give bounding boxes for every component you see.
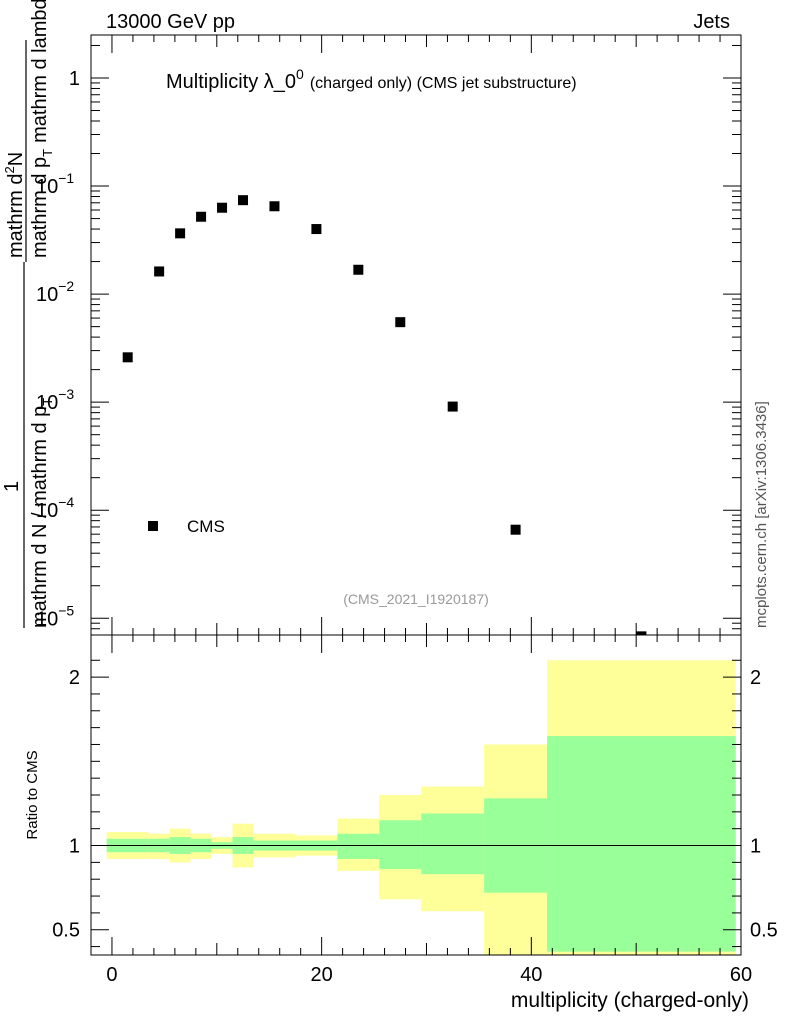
main-title-sup: 0 <box>296 66 304 82</box>
ratio-ytick-label-right: 1 <box>750 836 761 858</box>
data-point <box>353 264 364 275</box>
ylabel-den2-sub: T <box>40 149 55 157</box>
data-point <box>636 631 647 635</box>
ytick-label: 10−5 <box>36 602 74 630</box>
process-label: Jets <box>693 11 730 33</box>
data-point <box>311 224 322 235</box>
ratio-ytick-label-right: 2 <box>750 667 761 689</box>
legend: CMS <box>148 517 225 536</box>
ylabel-den1-sub: T <box>40 398 55 406</box>
ylabel-denominator-line1: mathrm d N / mathrm d pT <box>29 398 55 628</box>
ylabel-den2-text: mathrm d p <box>29 157 51 258</box>
ratio-bands <box>106 660 736 955</box>
ytick-label-base: 10 <box>36 284 58 306</box>
data-point <box>238 195 249 206</box>
ratio-ytick-label: 0.5 <box>52 920 80 942</box>
main-yaxis-ticks: 10−510−410−310−210−11 <box>36 44 741 630</box>
ytick-label: 10−3 <box>36 386 74 414</box>
data-point <box>175 228 186 239</box>
ratio-band-inner <box>379 820 422 870</box>
data-point <box>217 202 228 213</box>
xaxis-label: multiplicity (charged-only) <box>511 989 749 1012</box>
main-panel-frame <box>90 34 742 636</box>
ytick-label-exp: −1 <box>58 170 74 186</box>
legend-label-cms: CMS <box>187 517 225 536</box>
ylabel-numerator-sup: 2 <box>2 166 17 173</box>
ylabel-prefix: 1 <box>1 481 23 492</box>
ytick-label-exp: −4 <box>58 494 74 510</box>
data-point <box>447 401 458 412</box>
main-panel: Multiplicity λ_00 (charged only) (CMS jet… <box>1 0 742 636</box>
main-title: Multiplicity λ_00 (charged only) (CMS jet… <box>166 66 577 93</box>
ytick-label: 1 <box>69 68 80 90</box>
ytick-label-base: 10 <box>36 608 58 630</box>
ratio-ylabel: Ratio to CMS <box>24 750 41 839</box>
analysis-label: (CMS_2021_I1920187) <box>343 591 489 607</box>
ratio-band-inner <box>337 833 380 859</box>
ytick-label: 10−1 <box>36 170 74 198</box>
ratio-xaxis-ticks: 0 20 40 60 <box>106 635 752 986</box>
data-point <box>196 211 207 222</box>
data-point <box>510 524 521 535</box>
ytick-label: 10−2 <box>36 278 74 306</box>
mcplots-watermark: mcplots.cern.ch [arXiv:1306.3436] <box>753 401 770 628</box>
ytick-label-exp: −5 <box>58 602 74 618</box>
ratio-ytick-label-right: 0.5 <box>750 920 778 942</box>
ylabel-denominator-line2: mathrm d pTmathrm d lambda <box>29 0 55 258</box>
ratio-ytick-label: 2 <box>69 667 80 689</box>
main-data-points <box>122 195 647 635</box>
main-title-suffix: (charged only) (CMS jet substructure) <box>310 75 577 92</box>
ytick-label-base: 10 <box>36 392 58 414</box>
main-ylabel: mathrm d2N mathrm d pTmathrm d lambda 1 … <box>1 0 55 628</box>
data-point <box>269 201 280 212</box>
ylabel-den2-end: mathrm d lambda <box>29 0 51 143</box>
ratio-band-inner <box>421 813 485 875</box>
xtick-label: 20 <box>311 964 333 986</box>
ytick-label-exp: −3 <box>58 386 74 402</box>
legend-marker-cms <box>148 521 158 531</box>
ytick-label-base: 10 <box>36 500 58 522</box>
xtick-label: 40 <box>520 964 542 986</box>
data-point <box>395 317 406 328</box>
ratio-band-inner <box>547 736 736 952</box>
ytick-label-base: 10 <box>36 176 58 198</box>
ylabel-numerator: mathrm d2N <box>2 152 27 258</box>
ytick-label: 10−4 <box>36 494 74 522</box>
main-title-text: Multiplicity λ_0 <box>166 71 296 93</box>
ylabel-numerator-end: N <box>5 152 27 166</box>
ratio-panel: 0.5 0.5 1 1 2 2 0 20 40 60 Ratio to CMS multipli… <box>24 634 778 1012</box>
energy-label: 13000 GeV pp <box>106 11 235 33</box>
data-point <box>122 352 133 363</box>
data-point <box>154 266 165 277</box>
xtick-label: 0 <box>106 964 117 986</box>
xtick-label: 60 <box>730 964 752 986</box>
ylabel-numerator-text: mathrm d <box>5 174 27 258</box>
ratio-yaxis-ticks: 0.5 0.5 1 1 2 2 <box>52 659 778 948</box>
main-xaxis-ticks <box>111 35 742 635</box>
ylabel-den1-text: mathrm d N / mathrm d p <box>29 406 51 628</box>
ytick-label-exp: −2 <box>58 278 74 294</box>
ratio-ytick-label: 1 <box>69 836 80 858</box>
